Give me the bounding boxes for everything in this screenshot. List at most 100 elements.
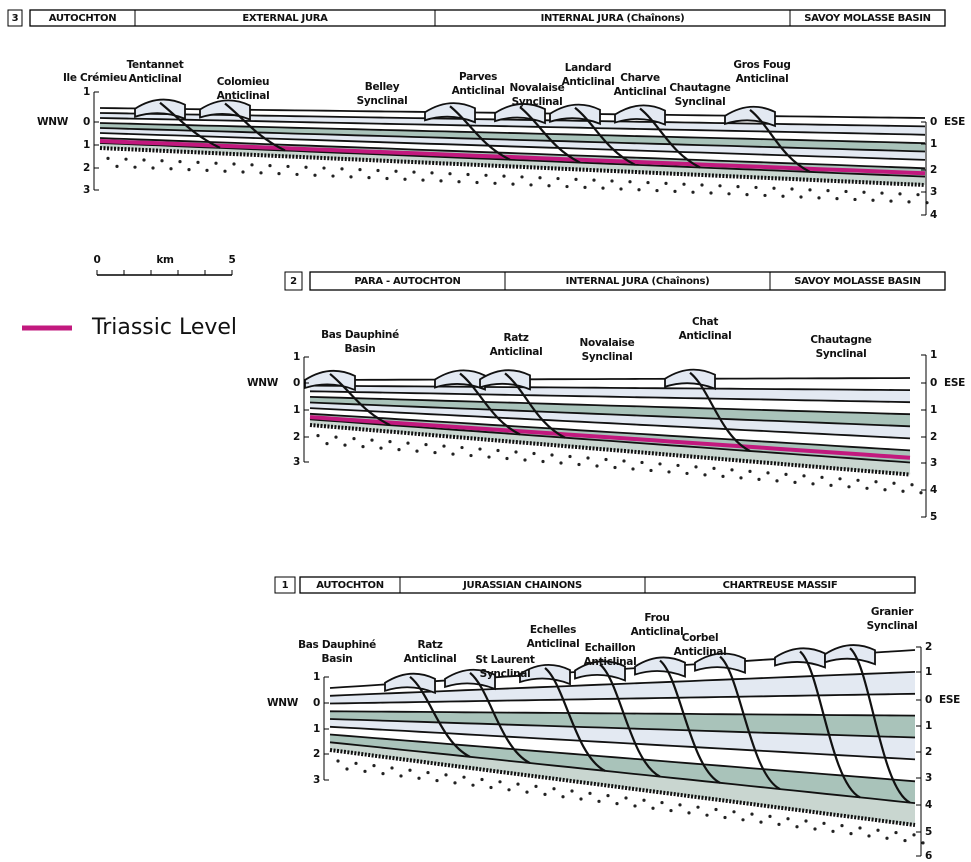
basement-dot [169,167,173,171]
basement-dot [379,446,383,450]
structure-label: Synclinal [675,96,726,108]
structure-label: Anticlinal [631,626,684,638]
basement-dot [471,783,475,787]
basement-dot [678,803,682,807]
zone-label: INTERNAL JURA (Chaînons) [541,12,685,24]
basement-dot [424,442,428,447]
basement-dot [295,172,299,177]
basement-dot [703,473,707,477]
thrust-fault [159,101,221,149]
basement-dot [552,787,556,791]
basement-dot [516,782,520,786]
thrust-fault [469,672,531,765]
strata-line [329,725,916,761]
basement-dot [376,168,380,173]
structure-label: Novalaise [510,82,565,94]
basement-dot [588,791,592,795]
thrust-fault [574,106,636,166]
scale-label: 5 [228,254,235,266]
left-tick-label: 2 [313,748,320,760]
basement-dot [259,171,263,175]
basement-dot [430,171,434,175]
triassic-level [309,415,911,460]
section-number-box [284,271,303,291]
anticline-fold [574,660,626,682]
basement-dot [469,453,473,458]
basement-dot [115,164,119,168]
right-tick-label: 1 [930,349,937,361]
basement-dot [451,452,455,456]
left-tick-label: 2 [83,162,90,174]
basement-dot [268,164,272,168]
basement-dot [811,482,815,486]
orientation-label: ESE [939,694,960,706]
strata-line [99,146,926,187]
basement-dot [313,173,317,177]
basement-dot [514,450,518,454]
dotted-basement [330,750,915,855]
basement-dot [457,180,461,184]
strata-band [100,133,925,169]
basement-dot [520,175,524,179]
basement-dot [439,179,443,183]
basement-dot [889,199,893,203]
strata-band [100,123,925,152]
orientation-label: ESE [944,377,965,389]
basement-dot [484,173,488,177]
basement-dot [921,841,925,845]
basement-dot [529,183,533,187]
left-tick-label: 1 [313,671,320,683]
basement-dot [651,806,655,810]
zone-bar [299,576,916,594]
strata-line [309,407,911,440]
right-tick-label: 4 [925,799,932,811]
right-tick-label: 0 [930,377,937,389]
basement-dot [358,168,362,172]
strata-line [310,377,911,381]
strata-line [99,137,926,170]
strata-line [309,384,911,391]
basement-dot [592,178,596,182]
strata-band [330,726,915,782]
basement-dot [777,822,781,827]
structure-label: Bas Dauphiné [298,639,376,651]
right-tick-label: 3 [930,457,937,469]
basement-dot [759,820,763,824]
basement-dot [790,187,794,191]
basement-dot [399,774,403,778]
basement-dot [718,184,722,188]
basement-dot [624,796,628,800]
basement-dot [493,181,497,185]
basement-dot [673,189,677,193]
basement-dot [748,469,752,473]
basement-dot [804,819,808,823]
basement-dot [523,458,527,462]
basement-dot [772,186,776,190]
left-tick-label: 0 [313,697,320,709]
basement-dot [757,477,761,481]
basement-dot [847,485,851,489]
basement-dot [631,467,635,471]
basement-dot [381,772,385,776]
basement-dot [622,459,626,463]
thrust-fault [519,106,581,164]
basement-dot [766,471,770,475]
basement-dot [579,797,583,801]
structure-label: Synclinal [480,668,531,680]
structure-label: Ratz [417,639,442,651]
strata-line [309,396,911,416]
basement-dot [574,177,578,181]
basement-dot [619,187,623,191]
right-tick-label: 2 [930,431,937,443]
basement-dot [844,189,848,194]
scale-unit: km [156,254,174,266]
structure-label: Anticlinal [129,73,182,85]
basement-dot [820,475,824,479]
right-tick-label: 5 [925,826,932,838]
basement-dot [682,182,686,186]
anticline-fold [519,664,571,686]
basement-dot [667,470,671,474]
basement-dot [151,166,155,170]
structure-label: Echaillon [585,642,636,654]
